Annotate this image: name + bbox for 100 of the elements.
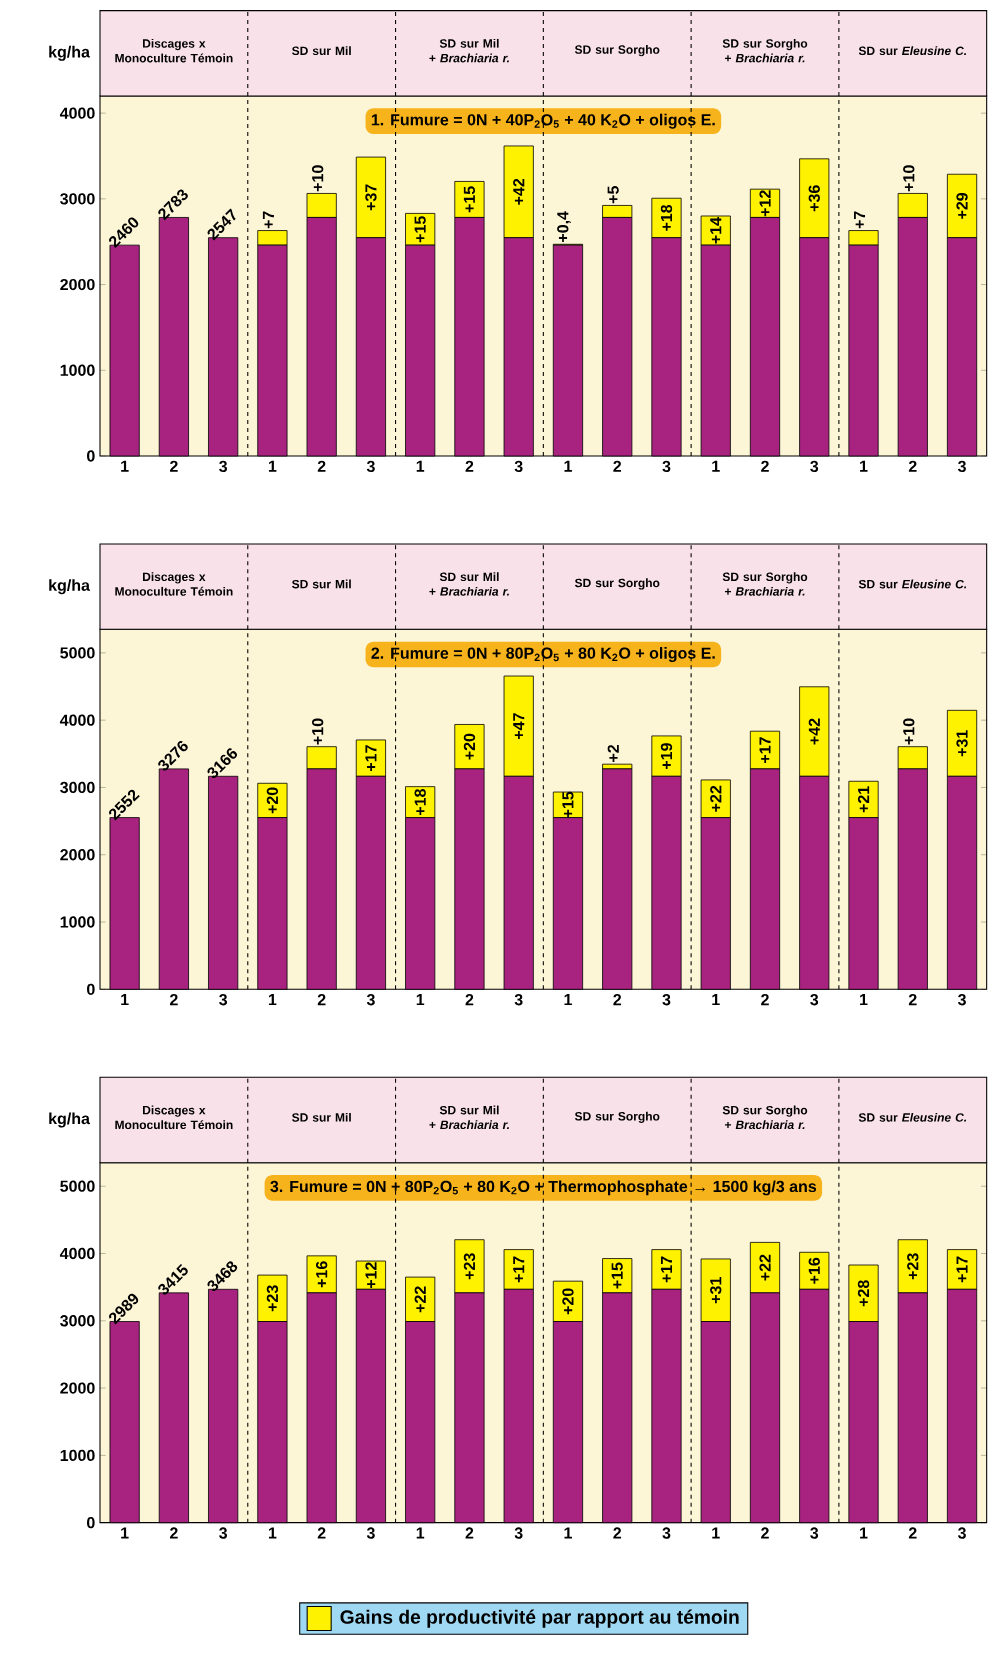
x-tick-label: 1 xyxy=(860,1527,868,1539)
y-tick-label: 4000 xyxy=(59,714,95,726)
annotation: +23 xyxy=(266,1285,279,1312)
x-tick-label: 2 xyxy=(761,460,769,472)
y-tick-label: 2000 xyxy=(60,849,95,861)
annotation: +2 xyxy=(607,744,619,762)
x-tick-label: 2 xyxy=(317,460,326,472)
annotation: +37 xyxy=(365,184,377,211)
x-tick-label: 2 xyxy=(465,994,474,1006)
x-tick-label: 1 xyxy=(564,994,572,1006)
text: SD sur Mil xyxy=(292,46,351,56)
annotation: +18 xyxy=(660,204,673,231)
annotation: +10 xyxy=(903,165,915,192)
x-tick-label: 3 xyxy=(957,1527,966,1539)
x-tick-label: 1 xyxy=(416,994,425,1006)
annotation: +7 xyxy=(854,211,866,229)
annotation: +23 xyxy=(463,1253,476,1280)
annotation: +7 xyxy=(262,211,274,229)
annotation: +20 xyxy=(463,733,476,760)
annotation: +16 xyxy=(808,1257,820,1284)
annotation: +42 xyxy=(513,178,525,205)
y-tick-label: 0 xyxy=(87,1517,95,1529)
annotation: +22 xyxy=(414,1286,426,1313)
text: SD sur Eleusine C. xyxy=(858,579,967,589)
x-tick-label: 3 xyxy=(662,1527,671,1539)
x-tick-label: 1 xyxy=(121,1527,129,1539)
annotation: +42 xyxy=(808,718,820,745)
x-tick-label: 2 xyxy=(908,460,917,472)
text: SD sur Mil + Brachiaria r. xyxy=(429,38,509,63)
annotation: +12 xyxy=(759,190,771,217)
y-tick-label: 1000 xyxy=(60,1449,95,1462)
x-tick-label: 3 xyxy=(514,994,523,1006)
annotation: +22 xyxy=(759,1254,771,1281)
x-tick-label: 1 xyxy=(712,994,720,1006)
y-tick-label: 2000 xyxy=(60,278,95,291)
x-tick-label: 2 xyxy=(613,460,622,472)
x-tick-label: 2 xyxy=(170,994,178,1006)
x-tick-label: 1 xyxy=(860,994,868,1006)
text: SD sur Mil xyxy=(292,579,351,589)
text: SD sur Eleusine C. xyxy=(858,46,967,56)
x-tick-label: 2 xyxy=(908,1527,917,1539)
annotation: 2. Fumure = 0N + 80P$_{2}$O$_{5}$ + 80 K$_{2}$O + oligos E. xyxy=(371,647,715,663)
x-tick-label: 3 xyxy=(810,460,819,473)
annotation: +23 xyxy=(907,1253,919,1280)
x-tick-label: 3 xyxy=(366,994,375,1006)
y-tick-label: 4000 xyxy=(59,1247,95,1260)
x-tick-label: 3 xyxy=(219,994,228,1006)
y-tick-label: 0 xyxy=(87,983,95,995)
y-tick-label: 1000 xyxy=(60,916,95,928)
legend-label: Gains de productivité par rapport au témoin xyxy=(340,1609,739,1628)
y-axis-title: kg/ha xyxy=(49,579,91,595)
x-tick-label: 3 xyxy=(514,1527,523,1539)
x-tick-label: 3 xyxy=(514,460,523,473)
y-axis-title: kg/ha xyxy=(49,1112,91,1128)
x-tick-label: 2 xyxy=(317,994,326,1006)
annotation: +29 xyxy=(956,192,968,219)
x-tick-label: 1 xyxy=(268,994,277,1006)
x-tick-label: 1 xyxy=(416,1527,425,1539)
x-tick-label: 2 xyxy=(908,994,917,1006)
x-tick-label: 1 xyxy=(268,460,277,472)
annotation: +17 xyxy=(513,1256,525,1283)
annotation: +14 xyxy=(710,217,722,244)
y-tick-label: 4000 xyxy=(59,107,95,119)
annotation: +0,4 xyxy=(557,211,571,242)
annotation: +17 xyxy=(759,737,771,763)
annotation: +47 xyxy=(513,713,525,740)
text: SD sur Mil + Brachiaria r. xyxy=(429,572,509,596)
x-tick-label: 2 xyxy=(761,1527,769,1539)
x-tick-label: 1 xyxy=(121,994,129,1006)
x-tick-label: 2 xyxy=(170,460,178,472)
annotation: +15 xyxy=(463,186,476,213)
text: Discages x Monoculture Témoin xyxy=(115,1105,233,1130)
x-tick-label: 3 xyxy=(810,994,819,1006)
annotation: +10 xyxy=(312,165,324,192)
annotation: +19 xyxy=(660,743,673,769)
x-tick-label: 3 xyxy=(366,1527,375,1539)
x-tick-label: 2 xyxy=(613,994,622,1006)
y-axis-title: kg/ha xyxy=(49,45,91,61)
x-tick-label: 2 xyxy=(465,460,474,472)
x-tick-label: 1 xyxy=(268,1527,277,1539)
y-tick-label: 3000 xyxy=(60,193,95,205)
text: SD sur Sorgho xyxy=(574,45,660,57)
annotation: +17 xyxy=(660,1256,672,1283)
annotation: 1. Fumure = 0N + 40P$_{2}$O$_{5}$ + 40 K$_{2}$O + oligos E. xyxy=(371,113,715,129)
text: SD sur Sorgho xyxy=(574,578,660,590)
y-tick-label: 2000 xyxy=(60,1382,95,1394)
y-tick-label: 5000 xyxy=(60,1180,95,1192)
y-tick-label: 3000 xyxy=(60,1315,95,1327)
text: Discages x Monoculture Témoin xyxy=(115,572,233,596)
annotation: +17 xyxy=(956,1256,968,1283)
annotation: +17 xyxy=(365,745,377,772)
x-tick-label: 3 xyxy=(219,460,228,473)
x-tick-label: 3 xyxy=(662,994,671,1006)
annotation: +18 xyxy=(414,789,426,816)
annotation: +10 xyxy=(903,718,915,745)
x-tick-label: 3 xyxy=(957,460,966,473)
x-tick-label: 2 xyxy=(761,994,769,1006)
text: SD sur Sorgho xyxy=(574,1111,660,1123)
x-tick-label: 1 xyxy=(416,460,425,472)
text: SD sur Eleusine C. xyxy=(858,1112,967,1122)
